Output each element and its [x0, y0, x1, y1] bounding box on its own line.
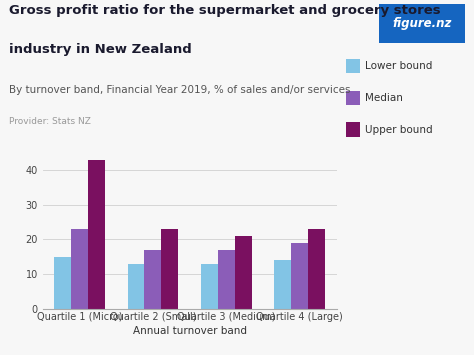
Bar: [218, 250, 235, 309]
Bar: [235, 236, 252, 309]
X-axis label: Annual turnover band: Annual turnover band: [133, 326, 246, 336]
Text: Upper bound: Upper bound: [365, 125, 433, 135]
Text: Median: Median: [365, 93, 403, 103]
Bar: [308, 229, 325, 309]
Bar: [161, 229, 178, 309]
Text: Lower bound: Lower bound: [365, 61, 432, 71]
Bar: [292, 243, 308, 309]
Bar: [128, 264, 145, 309]
Text: industry in New Zealand: industry in New Zealand: [9, 43, 192, 56]
Text: Provider: Stats NZ: Provider: Stats NZ: [9, 117, 91, 126]
Text: figure.nz: figure.nz: [392, 17, 452, 29]
Bar: [201, 264, 218, 309]
Bar: [54, 257, 71, 309]
Text: By turnover band, Financial Year 2019, % of sales and/or services: By turnover band, Financial Year 2019, %…: [9, 85, 351, 95]
Bar: [88, 160, 105, 309]
Bar: [145, 250, 161, 309]
Text: Gross profit ratio for the supermarket and grocery stores: Gross profit ratio for the supermarket a…: [9, 4, 441, 17]
Bar: [274, 260, 292, 309]
Bar: [71, 229, 88, 309]
